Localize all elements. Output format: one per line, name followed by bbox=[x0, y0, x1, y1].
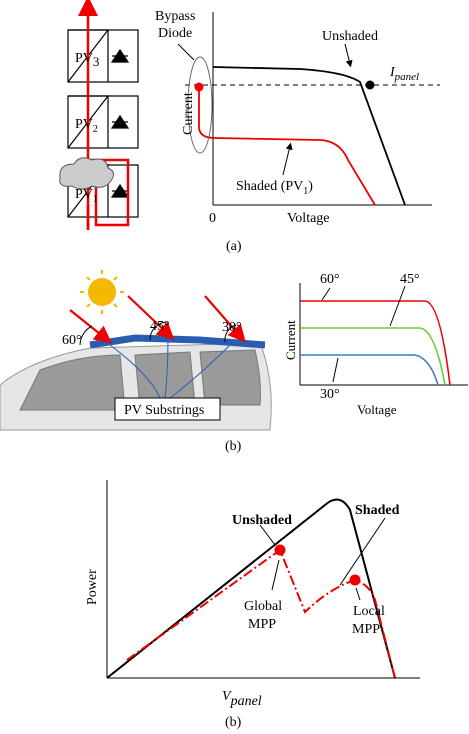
global-label: Global bbox=[244, 599, 282, 614]
angle-label: 30° bbox=[222, 320, 242, 335]
curve-label: 45° bbox=[400, 272, 420, 287]
substrings-label: PV Substrings bbox=[124, 403, 204, 418]
leader bbox=[333, 358, 338, 382]
operating-point bbox=[366, 81, 375, 90]
y-label: Current bbox=[181, 92, 196, 135]
bypass-label: Diode bbox=[158, 26, 192, 41]
sub: panel bbox=[230, 694, 262, 709]
caption: (a) bbox=[226, 239, 242, 254]
label: ) bbox=[308, 179, 313, 194]
leader bbox=[356, 588, 360, 600]
angle-label: 45° bbox=[150, 319, 170, 334]
curve-60 bbox=[300, 301, 450, 385]
y-label: Current bbox=[283, 320, 298, 360]
shaded-label: Shaded bbox=[355, 503, 400, 518]
diode bbox=[112, 116, 128, 128]
figure: PV3 PV2 PV1 Bypass Diode Unshaded Ipanel… bbox=[0, 0, 469, 734]
y-label: Power bbox=[85, 569, 100, 605]
caption: (b) bbox=[225, 715, 242, 730]
sub: 1 bbox=[93, 194, 98, 205]
x-label: Vpanel bbox=[222, 689, 262, 709]
curve-label: 60° bbox=[320, 272, 340, 287]
diode bbox=[112, 185, 128, 197]
label: PV bbox=[75, 117, 93, 132]
sub: 2 bbox=[93, 124, 98, 135]
leader bbox=[345, 44, 350, 64]
leader bbox=[178, 44, 194, 60]
diode bbox=[112, 50, 128, 62]
global-mpp bbox=[275, 545, 286, 556]
sub: 3 bbox=[93, 54, 100, 69]
curve-45 bbox=[300, 328, 445, 385]
leader bbox=[340, 518, 385, 585]
x-label: Voltage bbox=[287, 211, 330, 226]
x-label: Voltage bbox=[357, 402, 397, 417]
unshaded-label: Unshaded bbox=[232, 513, 292, 528]
label: Shaded (PV bbox=[236, 179, 303, 194]
leader bbox=[272, 560, 279, 590]
angle-label: 60° bbox=[62, 333, 82, 348]
leader bbox=[390, 286, 405, 326]
cloud bbox=[60, 158, 114, 189]
leader bbox=[260, 525, 275, 545]
label: PV bbox=[75, 51, 93, 66]
local-mpp bbox=[350, 575, 361, 586]
x-zero: 0 bbox=[209, 211, 216, 226]
local-label: MPP bbox=[352, 622, 380, 637]
pv-panels bbox=[90, 338, 265, 345]
unshaded-label: Unshaded bbox=[322, 29, 378, 44]
caption: (b) bbox=[225, 439, 242, 454]
sub: panel bbox=[394, 71, 419, 83]
global-label: MPP bbox=[248, 617, 276, 632]
sun bbox=[88, 278, 116, 306]
i-panel-label: Ipanel bbox=[389, 65, 419, 83]
curve-label: 30° bbox=[320, 387, 340, 402]
leader bbox=[322, 288, 330, 300]
bypass-label: Bypass bbox=[155, 9, 195, 24]
page: {"panel_a": { "modules": [{"text": "PV",… bbox=[0, 0, 469, 734]
local-label: Local bbox=[353, 604, 385, 619]
module-label: PV1 bbox=[75, 187, 98, 205]
leader bbox=[283, 146, 290, 175]
label: PV bbox=[75, 187, 93, 202]
curve-30 bbox=[300, 355, 438, 385]
shaded-label: Shaded (PV1) bbox=[236, 179, 313, 197]
module-label: PV2 bbox=[75, 117, 98, 135]
diode-point bbox=[195, 83, 204, 92]
